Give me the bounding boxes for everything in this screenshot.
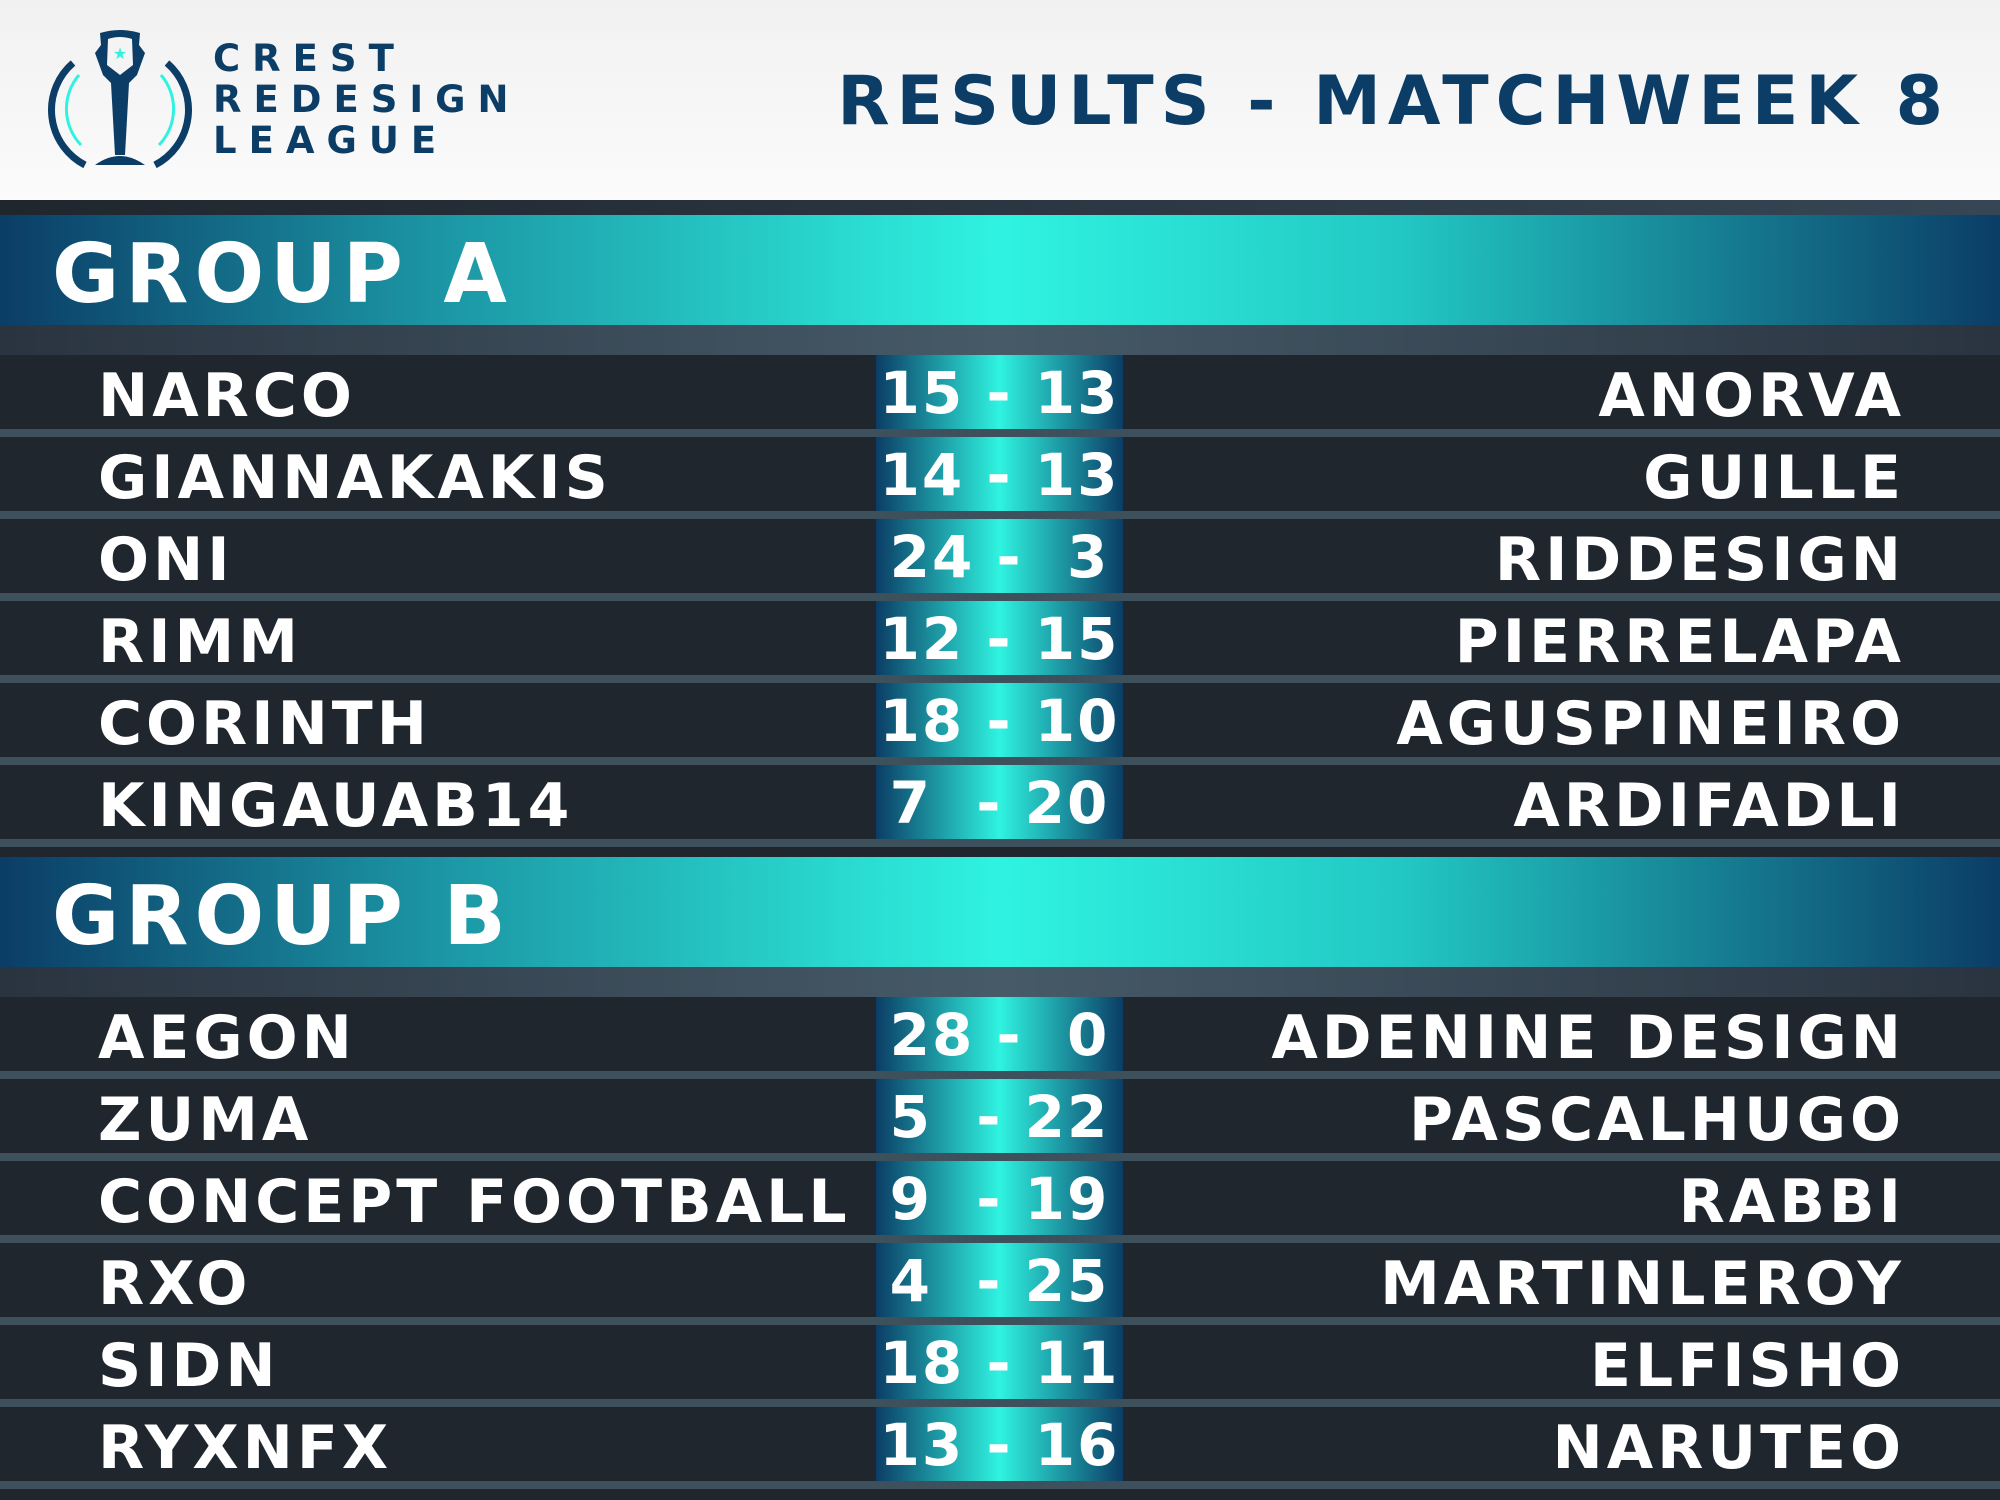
match-row: SIDN 18 - 11 ELFISHO — [0, 1325, 2000, 1407]
away-team: ADENINE DESIGN — [1271, 1003, 1905, 1073]
away-team: ARDIFADLI — [1513, 771, 1905, 841]
away-team: AGUSPINEIRO — [1396, 689, 1905, 759]
home-team: RXO — [98, 1249, 252, 1319]
match-score: 9 - 19 — [876, 1161, 1123, 1235]
home-team: SIDN — [98, 1331, 280, 1401]
match-score: 18 - 11 — [876, 1325, 1123, 1399]
away-team: GUILLE — [1643, 443, 1905, 513]
home-team: CORINTH — [98, 689, 431, 759]
home-team: CONCEPT FOOTBALL — [98, 1167, 851, 1237]
divider — [0, 200, 2000, 215]
match-row: RYXNFX 13 - 16 NARUTEO — [0, 1407, 2000, 1489]
match-score: 4 - 25 — [876, 1243, 1123, 1317]
brand-line: CREST — [213, 37, 406, 80]
away-team: ELFISHO — [1590, 1331, 1905, 1401]
match-row: NARCO 15 - 13 ANORVA — [0, 355, 2000, 437]
match-row: CONCEPT FOOTBALL 9 - 19 RABBI — [0, 1161, 2000, 1243]
away-team: MARTINLEROY — [1380, 1249, 1905, 1319]
page-title: RESULTS - MATCHWEEK 8 — [837, 62, 1950, 141]
divider — [0, 325, 2000, 355]
home-team: ONI — [98, 525, 234, 595]
away-team: ANORVA — [1598, 361, 1905, 431]
home-team: KINGAUAB14 — [98, 771, 574, 841]
match-score: 7 - 20 — [876, 765, 1123, 839]
match-score: 15 - 13 — [876, 355, 1123, 429]
match-row: ONI 24 - 3 RIDDESIGN — [0, 519, 2000, 601]
match-score: 12 - 15 — [876, 601, 1123, 675]
group-title: GROUP A — [52, 227, 513, 322]
home-team: AEGON — [98, 1003, 356, 1073]
match-score: 14 - 13 — [876, 437, 1123, 511]
match-row: AEGON 28 - 0 ADENINE DESIGN — [0, 997, 2000, 1079]
league-name: CREST REDESIGN LEAGUE — [213, 38, 521, 161]
away-team: NARUTEO — [1552, 1413, 1905, 1483]
match-score: 28 - 0 — [876, 997, 1123, 1071]
trophy-logo-icon: ★ — [48, 30, 192, 169]
match-score: 13 - 16 — [876, 1407, 1123, 1481]
away-team: PASCALHUGO — [1408, 1085, 1905, 1155]
divider — [0, 967, 2000, 997]
home-team: RYXNFX — [98, 1413, 393, 1483]
group-header: GROUP B — [0, 857, 2000, 967]
match-row: KINGAUAB14 7 - 20 ARDIFADLI — [0, 765, 2000, 847]
home-team: GIANNAKAKIS — [98, 443, 612, 513]
match-score: 18 - 10 — [876, 683, 1123, 757]
away-team: RABBI — [1678, 1167, 1905, 1237]
home-team: ZUMA — [98, 1085, 313, 1155]
match-row: RIMM 12 - 15 PIERRELAPA — [0, 601, 2000, 683]
match-row: ZUMA 5 - 22 PASCALHUGO — [0, 1079, 2000, 1161]
group-title: GROUP B — [52, 869, 512, 964]
match-score: 24 - 3 — [876, 519, 1123, 593]
brand-line: REDESIGN — [213, 78, 521, 121]
match-row: GIANNAKAKIS 14 - 13 GUILLE — [0, 437, 2000, 519]
home-team: RIMM — [98, 607, 302, 677]
group-header: GROUP A — [0, 215, 2000, 325]
home-team: NARCO — [98, 361, 356, 431]
header: ★ CREST REDESIGN LEAGUE RESULTS - MATCHW… — [0, 0, 2000, 200]
svg-text:★: ★ — [113, 44, 127, 63]
match-row: RXO 4 - 25 MARTINLEROY — [0, 1243, 2000, 1325]
brand-line: LEAGUE — [213, 119, 449, 162]
away-team: PIERRELAPA — [1454, 607, 1905, 677]
away-team: RIDDESIGN — [1494, 525, 1905, 595]
match-row: CORINTH 18 - 10 AGUSPINEIRO — [0, 683, 2000, 765]
match-score: 5 - 22 — [876, 1079, 1123, 1153]
